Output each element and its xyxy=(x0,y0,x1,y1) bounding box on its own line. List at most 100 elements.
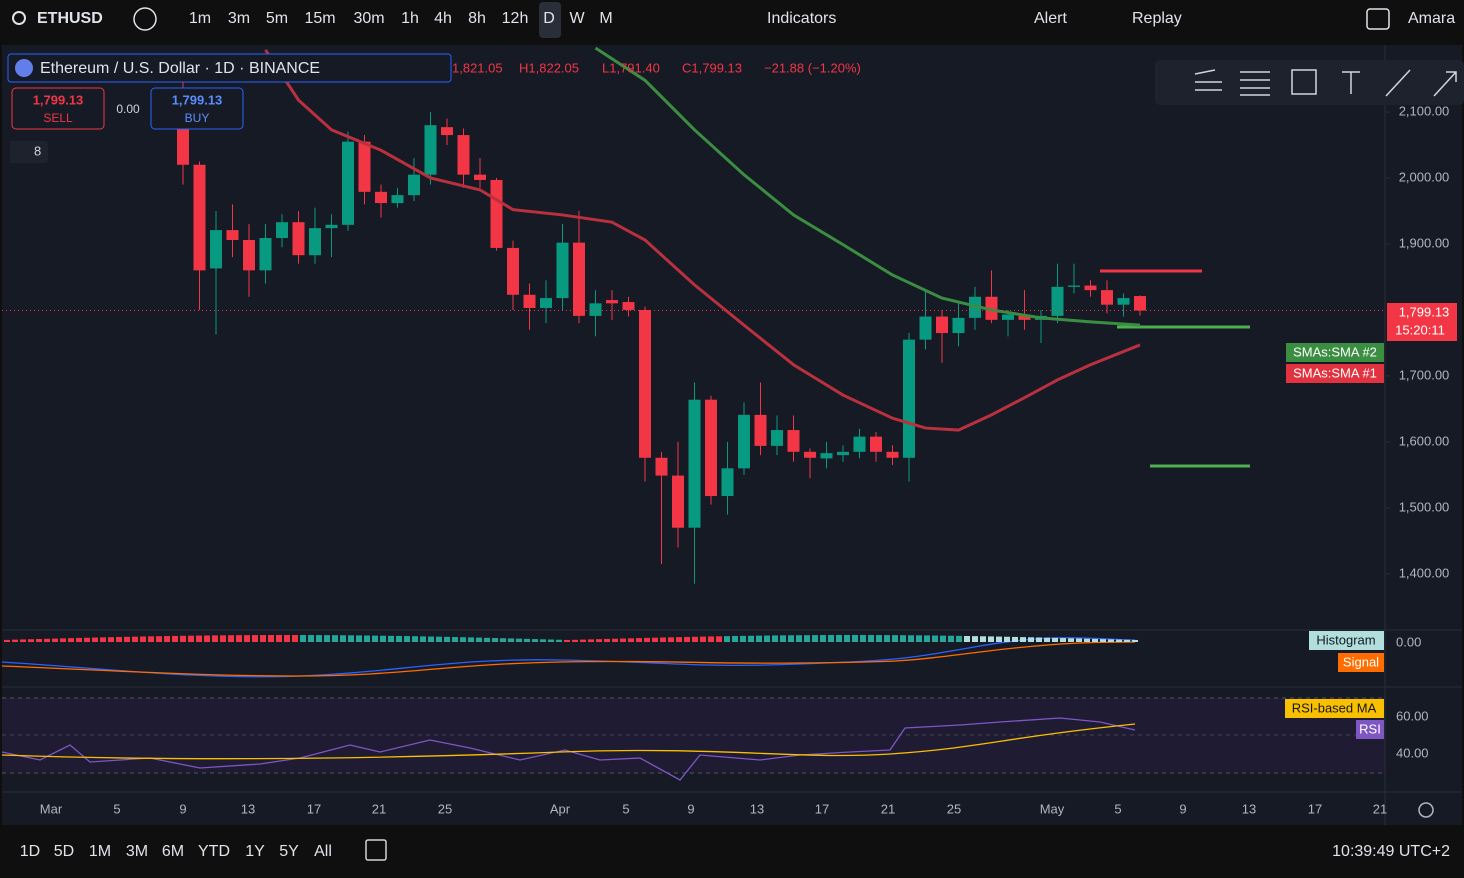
histogram-bar xyxy=(340,635,346,642)
tool-arrow[interactable] xyxy=(1433,71,1457,97)
histogram-bar xyxy=(668,637,674,642)
histogram-bar xyxy=(68,638,74,642)
legend-change: −21.88 (−1.20%) xyxy=(764,60,861,75)
candle-body xyxy=(1117,298,1130,305)
tool-trendline[interactable] xyxy=(1385,69,1411,97)
candle-body xyxy=(226,230,239,241)
histogram-bar xyxy=(92,637,98,642)
tool-fib[interactable] xyxy=(1194,69,1222,91)
range-button[interactable]: YTD xyxy=(198,843,230,860)
candle-body xyxy=(474,174,486,180)
candle-body xyxy=(391,195,404,204)
time-label: 9 xyxy=(687,801,694,816)
range-button[interactable]: 1D xyxy=(20,843,40,860)
indicators-button[interactable]: Indicators xyxy=(767,10,836,27)
histogram-bar xyxy=(12,639,18,642)
legend-close: C1,799.13 xyxy=(682,60,742,75)
search-icon[interactable] xyxy=(12,11,26,25)
buy-price: 1,799.13 xyxy=(172,92,223,107)
range-button[interactable]: 3M xyxy=(126,843,148,860)
histogram-bar xyxy=(796,635,802,642)
interval-button[interactable]: 3m xyxy=(228,10,250,27)
histogram-bar xyxy=(188,635,194,642)
candle-body xyxy=(193,164,206,271)
legend-box[interactable] xyxy=(7,53,452,83)
interval-button[interactable]: D xyxy=(543,10,555,27)
histogram-bar xyxy=(708,636,714,642)
histogram-bar xyxy=(332,635,338,642)
tool-lines[interactable] xyxy=(1240,71,1270,96)
compare-button[interactable] xyxy=(133,7,157,31)
range-button[interactable]: 1Y xyxy=(245,843,265,860)
histogram-bar xyxy=(140,636,146,642)
interval-button[interactable]: 8h xyxy=(468,10,486,27)
interval-button[interactable]: 5m xyxy=(266,10,288,27)
collapse-button[interactable] xyxy=(10,141,48,163)
histogram-bar xyxy=(852,635,858,642)
range-button[interactable]: All xyxy=(314,843,332,860)
candle-body xyxy=(210,230,222,269)
symbol[interactable]: ETHUSD xyxy=(37,10,103,27)
histogram-bar xyxy=(4,639,10,642)
candle-body xyxy=(721,468,734,497)
histogram-bar xyxy=(196,635,202,642)
replay-button[interactable]: Replay xyxy=(1132,10,1182,27)
time-axis: Mar 5 9 13 17 21 25 Apr 5 9 13 17 21 25 May 5 9 13 17 21 xyxy=(40,801,1387,816)
price-plot: 2,100.00 2,000.00 1,900.00 1,700.00 1,600.00… xyxy=(2,46,1450,584)
interval-button[interactable]: M xyxy=(599,10,612,27)
alert-button[interactable]: Alert xyxy=(1034,10,1067,27)
histogram-bar xyxy=(404,636,410,642)
interval-button[interactable]: 4h xyxy=(434,10,452,27)
histogram-bar xyxy=(148,636,154,642)
candle-body xyxy=(457,135,470,175)
range-button[interactable]: 5D xyxy=(54,843,74,860)
user-name[interactable]: Amara xyxy=(1408,10,1455,27)
interval-button[interactable]: 30m xyxy=(353,10,384,27)
range-button[interactable]: 1M xyxy=(89,843,111,860)
histogram-bar xyxy=(164,636,170,642)
histogram-bar xyxy=(44,638,50,642)
interval-button[interactable]: W xyxy=(569,10,585,27)
histogram-bar xyxy=(980,636,986,642)
candle-body xyxy=(787,430,800,452)
histogram-bar xyxy=(828,635,834,642)
candle-body xyxy=(424,125,437,175)
price-tag-countdown: 15:20:11 xyxy=(1395,322,1445,337)
interval-button[interactable]: 1h xyxy=(401,10,419,27)
interval-button[interactable]: 12h xyxy=(502,10,529,27)
sell-button[interactable] xyxy=(11,87,105,130)
histogram-bar xyxy=(300,635,306,642)
signal-label: Signal xyxy=(1343,654,1379,669)
interval-button[interactable]: 1m xyxy=(189,10,211,27)
histogram-bar xyxy=(1036,637,1042,642)
candle-body xyxy=(309,228,321,256)
histogram-bar xyxy=(76,637,82,642)
histogram-bar xyxy=(740,635,746,642)
tool-measure[interactable] xyxy=(1291,69,1317,95)
histogram-bar xyxy=(468,637,474,642)
histogram-bar xyxy=(508,638,514,642)
rsi-tick: 40.00 xyxy=(1396,745,1429,760)
histogram-bar xyxy=(84,637,90,642)
settings-icon[interactable] xyxy=(1418,802,1434,818)
date-range-button[interactable] xyxy=(365,839,387,861)
candle-body xyxy=(1018,314,1031,320)
range-button[interactable]: 5Y xyxy=(279,843,299,860)
y-tick-label: 1,400.00 xyxy=(1399,565,1450,580)
histogram-bar xyxy=(900,635,906,642)
histogram-bar xyxy=(60,638,66,642)
macd-histogram xyxy=(4,635,1138,642)
candle-body xyxy=(919,316,932,340)
candle-body xyxy=(870,436,882,452)
price-tag-price: 1,799.13 xyxy=(1399,304,1450,319)
layout-button[interactable] xyxy=(1366,8,1390,30)
tool-text[interactable] xyxy=(1342,71,1360,94)
candle-body xyxy=(1101,290,1113,305)
interval-button[interactable]: 15m xyxy=(304,10,335,27)
signal-line xyxy=(1,641,1136,677)
candle-body xyxy=(540,298,552,308)
rsi-tag xyxy=(1356,720,1384,739)
legend-title: Ethereum / U.S. Dollar · 1D · BINANCE xyxy=(40,60,320,77)
range-button[interactable]: 6M xyxy=(162,843,184,860)
buy-button[interactable] xyxy=(150,87,244,130)
